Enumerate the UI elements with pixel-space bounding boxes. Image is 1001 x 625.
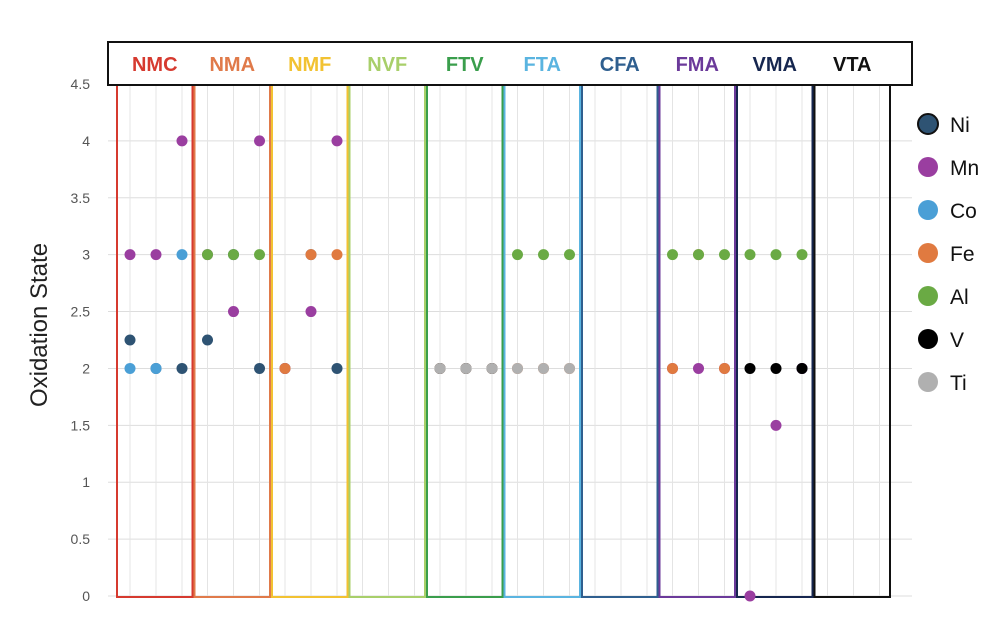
point-al: [254, 249, 265, 261]
point-mn: [305, 306, 317, 318]
group-header-frame: [107, 41, 913, 86]
group-box-fma: [658, 83, 736, 598]
legend-marker-mn: [918, 157, 938, 177]
y-tick-labels: 0 0.5 1 1.5 2 2.5 3 3.5 4 4.5: [71, 76, 91, 604]
legend-marker-ti: [918, 372, 938, 392]
point-mn: [770, 419, 782, 431]
point-al: [693, 249, 704, 261]
group-label-nma: NMA: [209, 54, 255, 76]
group-box-nvf: [348, 83, 426, 598]
group-header-bar: NMC NMA NMF NVF FTV FTA CFA FMA VMA VTA: [107, 41, 913, 86]
legend: Ni Mn Co Fe Al V Ti: [917, 113, 979, 395]
point-al: [667, 249, 678, 261]
point-v: [796, 362, 808, 374]
y-tick-label: 2: [82, 360, 90, 376]
group-label-nmf: NMF: [288, 54, 331, 76]
point-fe: [305, 249, 317, 261]
y-tick-label: 1: [82, 474, 90, 490]
point-al: [564, 249, 575, 261]
point-ni: [176, 362, 188, 374]
point-v: [744, 362, 756, 374]
point-fe: [279, 362, 291, 374]
point-al: [770, 249, 782, 261]
point-fe: [667, 362, 678, 374]
legend-marker-co: [918, 200, 938, 220]
group-box-fta: [503, 83, 581, 598]
point-ti: [460, 362, 472, 374]
legend-marker-al: [918, 286, 938, 306]
group-label-nmc: NMC: [132, 54, 178, 76]
point-ti: [564, 362, 575, 374]
point-mn: [228, 306, 239, 318]
group-box-ftv: [426, 83, 504, 598]
group-label-vma: VMA: [753, 54, 797, 76]
point-mn: [150, 249, 162, 261]
y-tick-label: 0.5: [71, 531, 91, 547]
point-mn: [744, 590, 756, 602]
y-tick-label: 2.5: [71, 304, 91, 320]
point-al: [202, 249, 213, 261]
point-ti: [434, 362, 446, 374]
legend-label-ni: Ni: [950, 114, 970, 137]
legend-label-fe: Fe: [950, 243, 975, 266]
legend-label-al: Al: [950, 286, 969, 309]
legend-label-ti: Ti: [950, 372, 967, 395]
point-ni: [331, 362, 343, 374]
y-tick-label: 0: [82, 588, 90, 604]
group-label-vta: VTA: [833, 54, 872, 76]
point-al: [719, 249, 730, 261]
legend-label-mn: Mn: [950, 157, 979, 180]
group-label-fma: FMA: [676, 54, 719, 76]
point-co: [124, 362, 136, 374]
y-tick-label: 4: [82, 133, 90, 149]
group-box-vta: [813, 83, 891, 598]
y-tick-label: 3: [82, 247, 90, 263]
group-label-nvf: NVF: [367, 54, 407, 76]
y-tick-label: 4.5: [71, 76, 91, 92]
group-label-fta: FTA: [524, 54, 561, 76]
y-axis-label: Oxidation State: [26, 243, 53, 407]
point-mn: [693, 362, 704, 374]
point-ti: [512, 362, 523, 374]
point-ti: [538, 362, 549, 374]
point-ti: [486, 362, 498, 374]
point-al: [796, 249, 808, 261]
point-al: [228, 249, 239, 261]
point-mn: [331, 135, 343, 147]
y-tick-label: 3.5: [71, 190, 91, 206]
point-mn: [254, 135, 265, 147]
point-mn: [176, 135, 188, 147]
legend-marker-fe: [918, 243, 938, 263]
group-box-nmf: [271, 83, 349, 598]
point-fe: [331, 249, 343, 261]
point-co: [176, 249, 188, 261]
point-co: [150, 362, 162, 374]
group-box-vma: [736, 83, 814, 598]
group-boxes: [116, 83, 891, 598]
group-label-cfa: CFA: [600, 54, 640, 76]
point-ni: [202, 334, 213, 346]
point-v: [770, 362, 782, 374]
grid-lines: [108, 83, 912, 597]
legend-label-v: V: [950, 329, 964, 352]
point-fe: [719, 362, 730, 374]
group-label-ftv: FTV: [446, 54, 484, 76]
point-ni: [124, 334, 136, 346]
point-al: [744, 249, 756, 261]
group-box-cfa: [581, 83, 659, 598]
point-al: [538, 249, 549, 261]
legend-label-co: Co: [950, 200, 977, 223]
point-al: [512, 249, 523, 261]
y-tick-label: 1.5: [71, 417, 91, 433]
point-ni: [254, 362, 265, 374]
legend-marker-ni: [917, 113, 939, 135]
legend-marker-v: [918, 329, 938, 349]
data-points: [124, 135, 808, 602]
point-mn: [124, 249, 136, 261]
